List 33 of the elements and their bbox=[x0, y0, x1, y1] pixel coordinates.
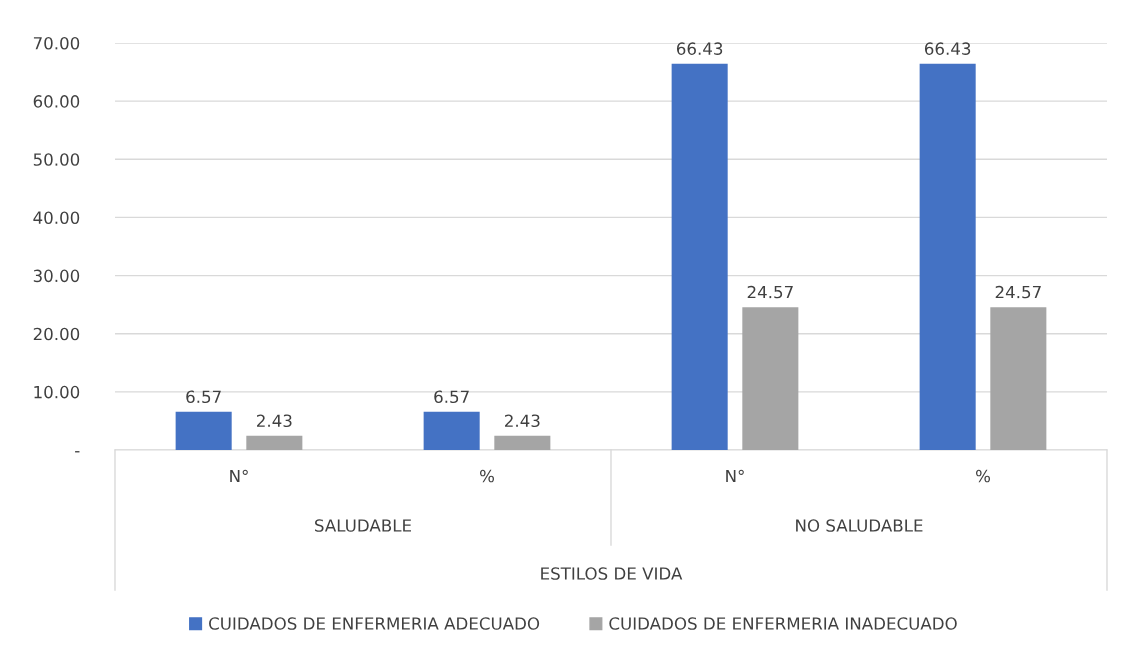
y-tick-label: - bbox=[75, 451, 80, 453]
y-tick-label: 30.00 bbox=[33, 269, 80, 283]
bar bbox=[494, 435, 551, 450]
bar bbox=[990, 307, 1047, 450]
x-tick-label: N° bbox=[230, 469, 248, 483]
data-label: 24.57 bbox=[747, 285, 793, 299]
y-tick-label: 70.00 bbox=[33, 36, 80, 50]
bar bbox=[742, 307, 799, 450]
data-label: 24.57 bbox=[995, 285, 1041, 299]
y-tick-label: 60.00 bbox=[33, 95, 80, 108]
y-tick-label: 10.00 bbox=[34, 385, 80, 399]
data-label: 6.57 bbox=[434, 390, 469, 404]
bar bbox=[423, 411, 480, 450]
data-label: 66.43 bbox=[676, 42, 723, 55]
legend-label: CUIDADOS DE ENFERMERIA INADECUADO bbox=[609, 617, 957, 630]
text: SALUDABLE bbox=[315, 519, 411, 532]
data-label: 6.57 bbox=[186, 390, 221, 404]
bar bbox=[671, 63, 728, 450]
x-tick-label: % bbox=[976, 469, 990, 483]
data-label: 66.43 bbox=[924, 42, 971, 55]
text: ESTILOS DE VIDA bbox=[541, 567, 683, 580]
legend-label: CUIDADOS DE ENFERMERIA ADECUADO bbox=[209, 617, 540, 630]
y-tick-label: 50.00 bbox=[33, 153, 80, 166]
data-label: 2.43 bbox=[505, 414, 540, 428]
y-tick-label: 20.00 bbox=[33, 327, 80, 341]
y-tick-label: 40.00 bbox=[33, 211, 80, 224]
bar bbox=[175, 411, 232, 450]
text: NO SALUDABLE bbox=[796, 519, 923, 532]
bar bbox=[246, 435, 303, 450]
data-label: 2.43 bbox=[257, 414, 292, 428]
x-tick-label: % bbox=[480, 469, 494, 483]
bar bbox=[919, 63, 976, 450]
x-tick-label: N° bbox=[726, 469, 744, 483]
